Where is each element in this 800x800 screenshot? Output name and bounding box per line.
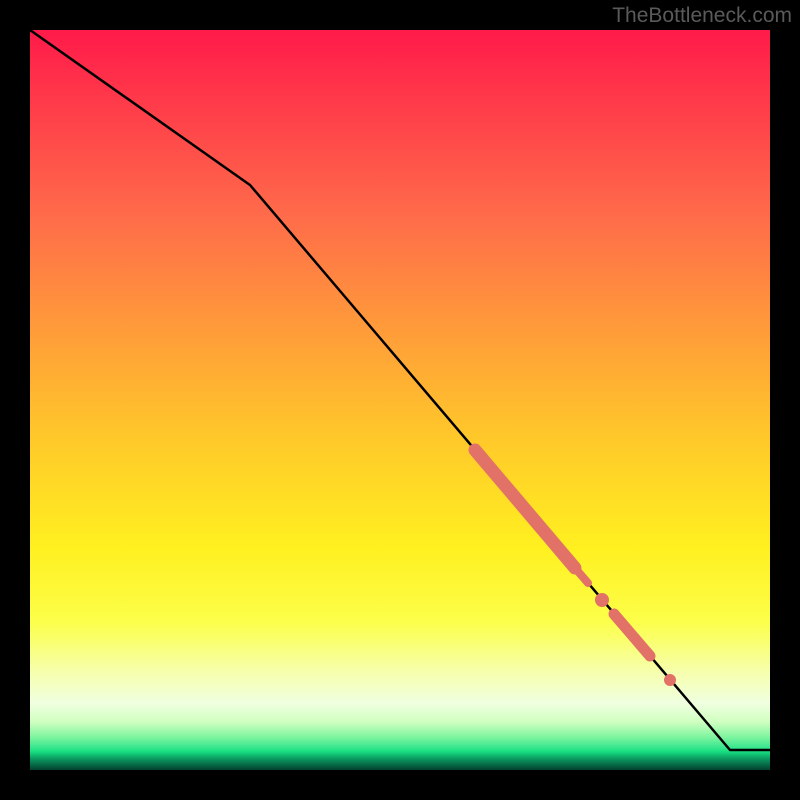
- watermark-text: TheBottleneck.com: [612, 4, 792, 28]
- chart-background: [30, 30, 770, 770]
- highlight-dot: [664, 674, 676, 686]
- chart-plot-area: [30, 30, 770, 770]
- chart-svg: [30, 30, 770, 770]
- highlight-dot: [595, 593, 609, 607]
